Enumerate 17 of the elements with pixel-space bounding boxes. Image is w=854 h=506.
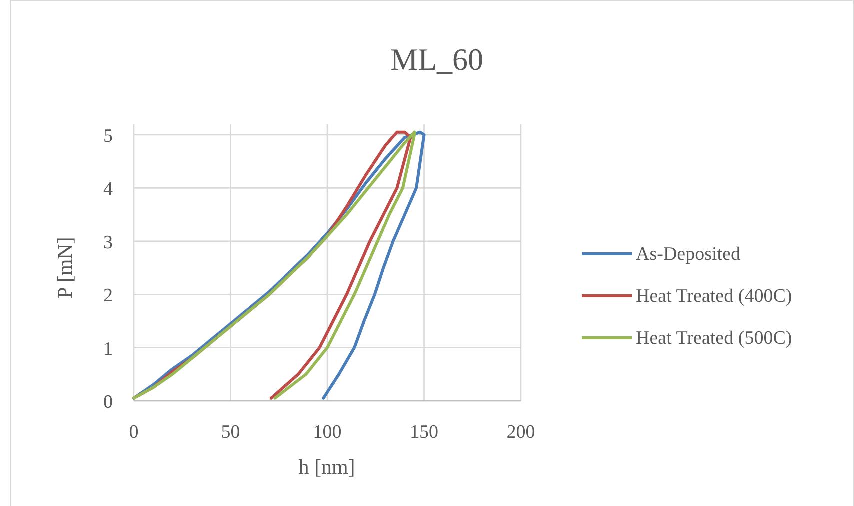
y-tick-label: 5 — [104, 126, 113, 147]
x-tick-label: 200 — [506, 422, 536, 443]
x-axis-title: h [nm] — [298, 455, 356, 479]
y-tick-label: 1 — [104, 338, 113, 360]
y-axis-title: P [mN] — [53, 237, 77, 299]
x-tick-label: 0 — [129, 422, 139, 443]
x-tick-label: 150 — [410, 422, 438, 443]
y-tick-label: 4 — [104, 179, 114, 200]
y-tick-label: 3 — [104, 232, 113, 254]
legend-label: Heat Treated (500C) — [636, 328, 792, 349]
y-tick-label: 0 — [104, 392, 113, 413]
y-tick-label: 2 — [104, 286, 113, 307]
x-tick-label: 50 — [221, 422, 240, 443]
legend-label: Heat Treated (400C) — [636, 286, 792, 307]
x-tick-label: 100 — [313, 422, 342, 443]
chart-title: ML_60 — [390, 42, 484, 77]
legend-label: As-Deposited — [636, 244, 741, 265]
